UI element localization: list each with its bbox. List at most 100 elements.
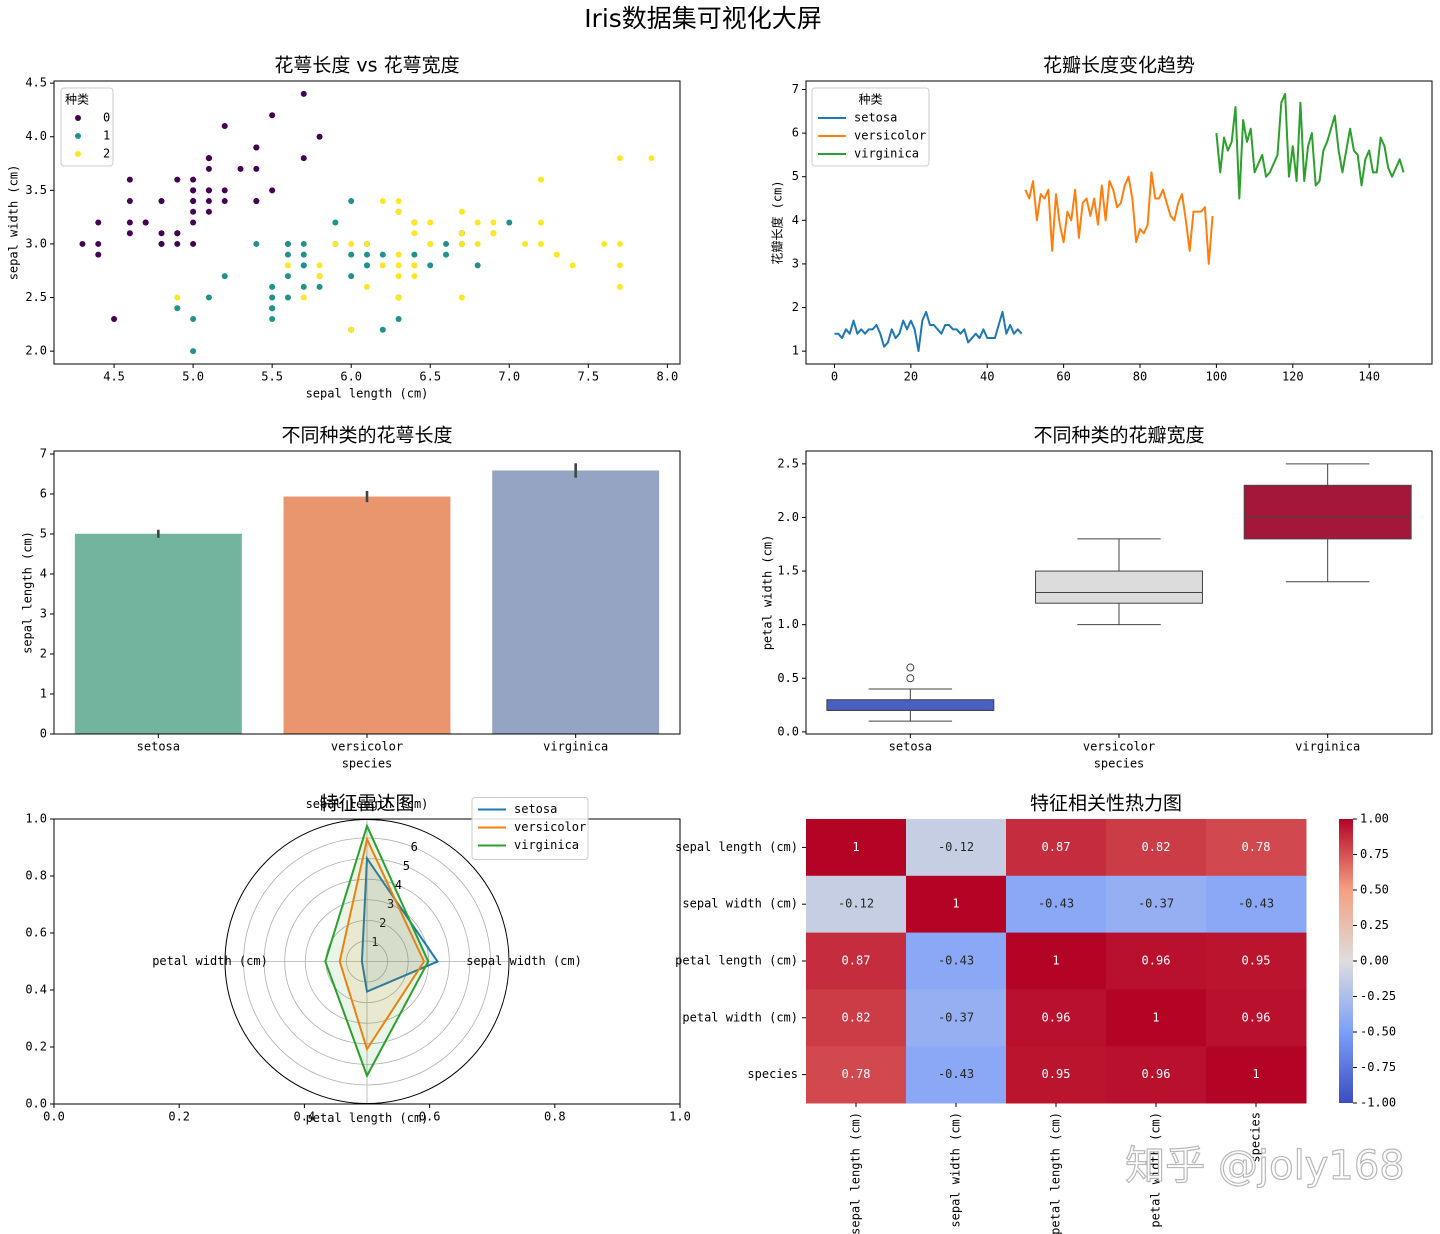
heatmap-cell bbox=[1006, 875, 1107, 934]
scatter-point bbox=[300, 262, 307, 269]
legend-label: virginica bbox=[514, 838, 579, 852]
legend-marker bbox=[75, 115, 81, 121]
scatter-point bbox=[284, 262, 291, 269]
x-tick-label: 0.6 bbox=[419, 1110, 441, 1124]
scatter-point bbox=[616, 155, 623, 162]
x-tick-label: 7.5 bbox=[577, 370, 599, 384]
scatter-point bbox=[379, 262, 386, 269]
legend: 种类 setosa versicolor virginica bbox=[811, 87, 930, 167]
y-tick-label: 2 bbox=[792, 300, 799, 314]
cell-label: 0.78 bbox=[842, 1067, 871, 1081]
cell-label: -0.43 bbox=[1038, 897, 1074, 911]
y-tick-label: 3.0 bbox=[25, 236, 47, 250]
scatter-point bbox=[205, 155, 212, 162]
legend-title: 种类 bbox=[858, 93, 882, 107]
x-tick-label: 40 bbox=[980, 370, 994, 384]
y-tick-label: 4 bbox=[40, 567, 47, 581]
radial-tick-label: 5 bbox=[403, 859, 410, 873]
heatmap-cell bbox=[806, 819, 907, 877]
bar bbox=[74, 533, 242, 734]
chart-title: 特征雷达图 bbox=[319, 793, 414, 815]
x-axis-label: species bbox=[342, 757, 393, 771]
legend-label: setosa bbox=[854, 111, 897, 125]
scatter-point bbox=[348, 240, 355, 247]
y-tick-label: 1.0 bbox=[25, 812, 47, 826]
legend: 种类 0 1 2 bbox=[60, 87, 114, 167]
scatter-point bbox=[364, 262, 370, 269]
heatmap-cell bbox=[1106, 932, 1207, 990]
cell-label: -0.37 bbox=[938, 1010, 974, 1024]
y-tick-label: 2 bbox=[40, 647, 47, 661]
y-axis-label: sepal width (cm) bbox=[7, 165, 21, 281]
scatter-point bbox=[284, 240, 291, 247]
scatter-point bbox=[284, 294, 291, 301]
heatmap-cell bbox=[1206, 875, 1307, 934]
y-tick-label: petal width (cm) bbox=[682, 1010, 798, 1024]
x-axis-label: species bbox=[1094, 757, 1145, 771]
cell-label: 0.96 bbox=[1042, 1010, 1071, 1024]
cell-label: 0.96 bbox=[1142, 954, 1171, 968]
y-tick-label: 0.0 bbox=[777, 724, 799, 738]
colorbar-tick-label: 1.00 bbox=[1360, 812, 1389, 826]
scatter-point bbox=[474, 262, 481, 269]
scatter-point bbox=[443, 240, 450, 247]
heatmap-cell bbox=[1106, 1046, 1207, 1104]
heatmap-cell bbox=[906, 819, 1007, 877]
x-tick-label: versicolor bbox=[1083, 740, 1155, 754]
line bbox=[1024, 171, 1214, 265]
legend-label: versicolor bbox=[514, 820, 586, 834]
chart-title: 不同种类的花萼长度 bbox=[281, 425, 452, 447]
x-tick-label: 140 bbox=[1358, 370, 1380, 384]
radial-tick-label: 4 bbox=[395, 878, 402, 892]
x-tick-label: 0 bbox=[831, 370, 838, 384]
scatter-point bbox=[458, 294, 465, 301]
x-tick-label: versicolor bbox=[331, 740, 403, 754]
scatter-point bbox=[490, 230, 497, 237]
scatter-point bbox=[427, 240, 434, 247]
x-tick-label: 120 bbox=[1282, 370, 1304, 384]
scatter-point bbox=[126, 198, 133, 205]
scatter-point bbox=[348, 198, 355, 205]
x-tick-label: sepal width (cm) bbox=[949, 1112, 963, 1228]
y-tick-label: 0 bbox=[40, 727, 47, 741]
legend-label: 0 bbox=[103, 111, 110, 125]
scatter-point bbox=[395, 262, 402, 269]
scatter-point bbox=[126, 230, 133, 237]
scatter-point bbox=[284, 251, 291, 258]
cell-label: 0.78 bbox=[1242, 840, 1271, 854]
cell-label: 0.87 bbox=[1042, 840, 1071, 854]
scatter-point bbox=[269, 315, 276, 322]
x-axis-label: sepal length (cm) bbox=[306, 387, 429, 401]
scatter-point bbox=[316, 133, 323, 140]
scatter-point bbox=[569, 262, 576, 269]
scatter-point bbox=[411, 262, 418, 269]
x-tick-label: 20 bbox=[904, 370, 918, 384]
scatter-point bbox=[174, 305, 181, 312]
y-tick-label: 1.0 bbox=[777, 617, 799, 631]
line bbox=[834, 310, 1023, 353]
scatter-point bbox=[126, 176, 133, 183]
cell-label: 0.82 bbox=[842, 1010, 871, 1024]
heatmap-cell bbox=[1206, 1046, 1307, 1104]
y-axis-label: 花瓣长度 (cm) bbox=[770, 180, 785, 264]
legend-title: 种类 bbox=[65, 93, 89, 107]
scatter-point bbox=[364, 240, 370, 247]
y-tick-label: 0.8 bbox=[25, 869, 47, 883]
scatter-point bbox=[190, 240, 197, 247]
y-tick-label: species bbox=[747, 1067, 798, 1081]
x-tick-label: 4.5 bbox=[103, 370, 125, 384]
scatter-point bbox=[190, 198, 197, 205]
legend-label: 2 bbox=[103, 147, 110, 161]
y-tick-label: 3 bbox=[40, 607, 47, 621]
legend-label: virginica bbox=[854, 147, 919, 161]
scatter-point bbox=[490, 219, 497, 226]
x-tick-label: 5.0 bbox=[182, 370, 204, 384]
cell-label: -0.12 bbox=[838, 897, 874, 911]
legend-box bbox=[60, 87, 114, 167]
colorbar bbox=[1339, 819, 1353, 1103]
scatter-point bbox=[190, 315, 197, 322]
scatter-point bbox=[395, 198, 402, 205]
scatter-point bbox=[316, 273, 323, 280]
polar-border bbox=[224, 819, 510, 1104]
